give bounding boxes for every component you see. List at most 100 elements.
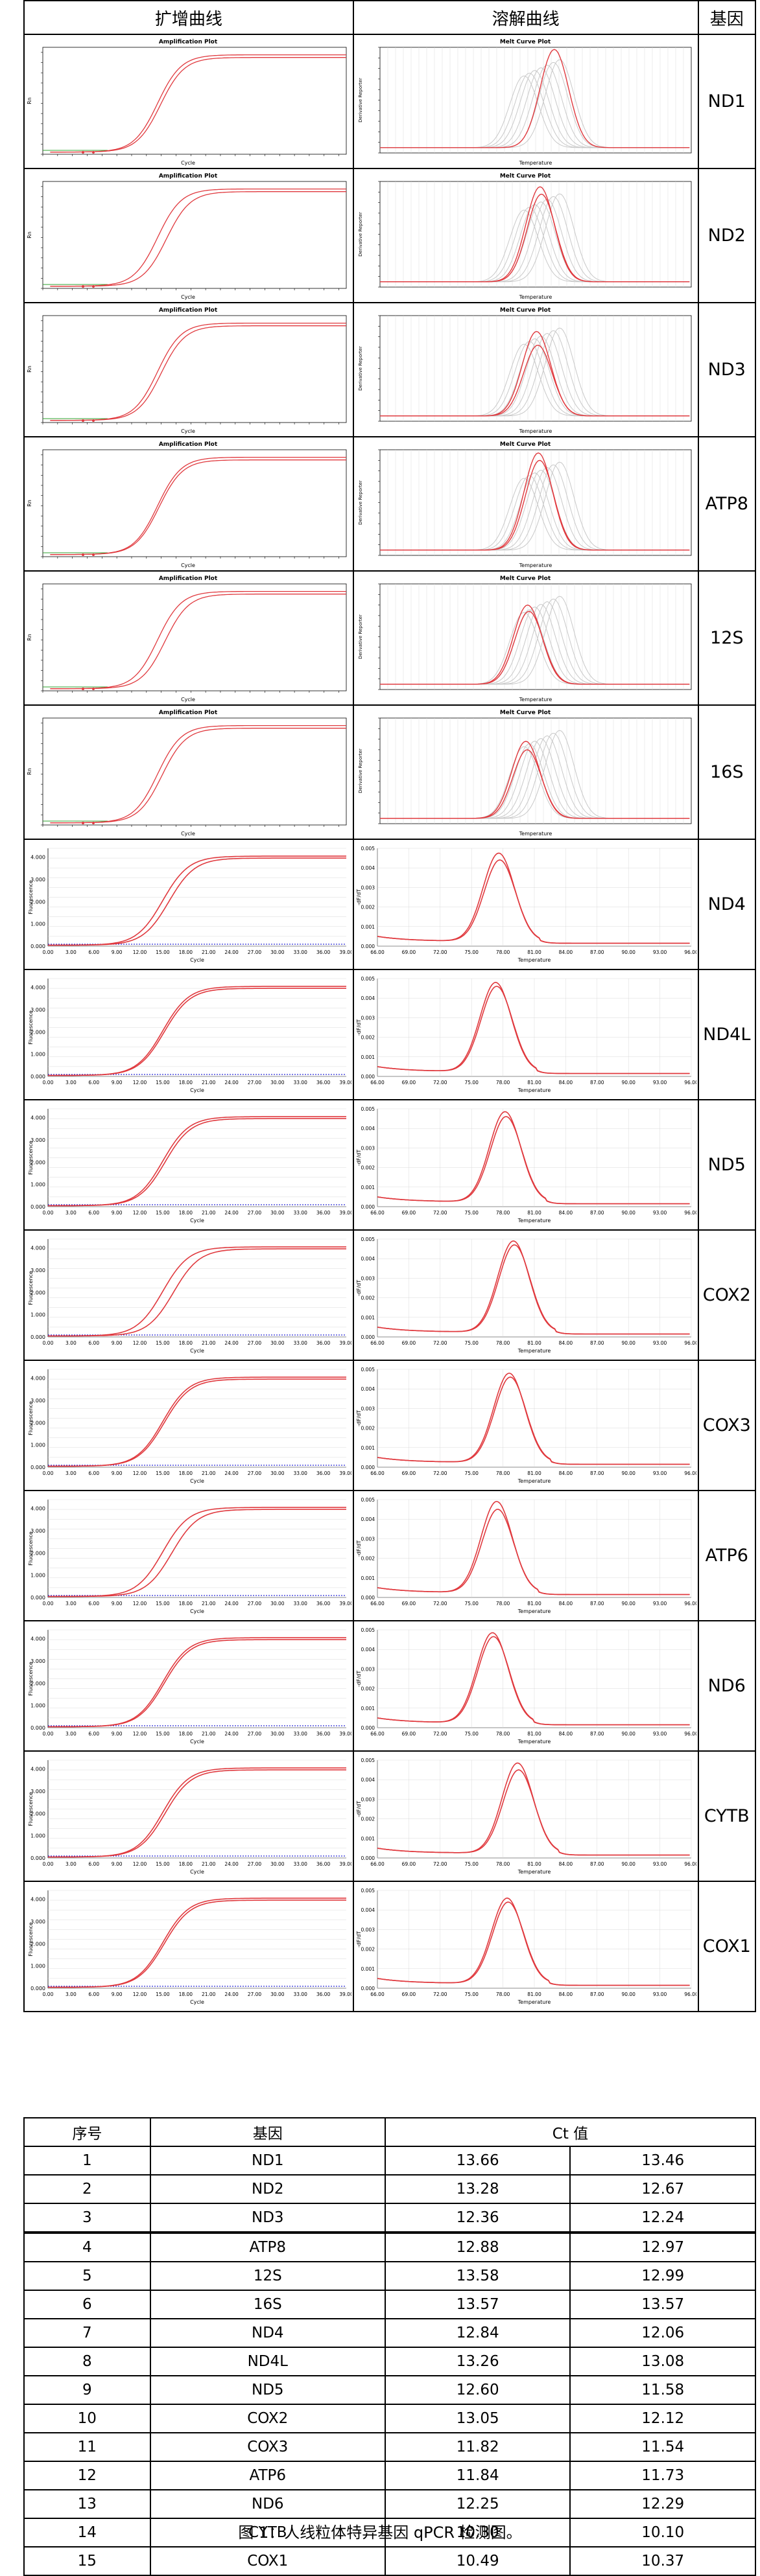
figure-caption: 图 1：人线粒体特异基因 qPCR 检测图。 — [238, 2524, 522, 2542]
x-axis-label: Temperature — [518, 160, 552, 166]
y-axis-label: Rn — [27, 97, 32, 104]
x-tick-label: 75.00 — [464, 1080, 479, 1085]
y-tick-label: 3.000 — [30, 1137, 45, 1143]
x-tick-label: 93.00 — [653, 1340, 667, 1346]
row-gene: ATP8 — [149, 2231, 386, 2262]
row-gene: CYTB — [149, 2518, 386, 2547]
curve-row: 0.000 1.000 2.000 3.000 4.000 0.00 3.00 6.00 9.0… — [23, 1360, 757, 1491]
amplification-cell: 0.000 1.000 2.000 3.000 4.000 0.00 3.00 6.00 9.0… — [23, 969, 354, 1100]
x-tick-label: 75.00 — [464, 1991, 479, 1997]
amplification-curve — [50, 188, 346, 287]
x-tick-label: 87.00 — [590, 1861, 604, 1867]
melt-cell: 0.000 0.001 0.002 0.003 0.004 0.005 66.00 69.00… — [352, 969, 699, 1100]
x-tick-label: 69.00 — [401, 1731, 416, 1737]
x-tick-label: 66.00 — [370, 1601, 385, 1607]
y-axis-label: Fluorescence — [28, 1922, 34, 1956]
melt-curve — [377, 1632, 690, 1726]
baseline-marker — [92, 822, 95, 824]
y-tick-label: 0.001 — [361, 1315, 375, 1321]
y-tick-label: 0.005 — [361, 1627, 375, 1633]
amplification-title: Amplification Plot — [159, 307, 218, 314]
melt-curve — [377, 1636, 690, 1726]
amplification-cell: 0.000 1.000 2.000 3.000 4.000 0.00 3.00 6.00 9.0… — [23, 1099, 354, 1231]
row-gene: ND3 — [149, 2203, 386, 2233]
y-tick-label: 0.004 — [361, 1256, 375, 1262]
x-tick-label: 78.00 — [496, 1470, 510, 1476]
y-tick-label: 4.000 — [30, 1115, 45, 1121]
y-tick-label: 0.000 — [361, 1725, 375, 1731]
x-tick-label: 21.00 — [202, 1210, 216, 1216]
y-tick-label: 0.002 — [361, 1035, 375, 1041]
melt-curve — [377, 982, 690, 1074]
amplification-curve — [50, 322, 346, 421]
melt-curve-plot: 0.000 0.001 0.002 0.003 0.004 0.005 66.00 69.00… — [356, 1497, 696, 1614]
gene-label: COX1 — [697, 1881, 757, 2012]
gene-label: ND3 — [697, 302, 757, 437]
x-axis-label: Temperature — [518, 428, 552, 434]
table-row: 1 ND1 13.66 13.46 — [23, 2146, 756, 2176]
melt-curve-plot: 0.000 0.001 0.002 0.003 0.004 0.005 66.00 69.00… — [356, 846, 696, 963]
y-tick-label: 0.000 — [361, 944, 375, 949]
y-axis-label: -dF/dT — [356, 1280, 362, 1296]
amplification-plot: Amplification Plot Cycle Rn — [27, 710, 347, 837]
amplification-curve — [48, 857, 346, 946]
gene-label: ND1 — [697, 34, 757, 169]
x-tick-label: 3.00 — [65, 1731, 77, 1737]
x-tick-label: 24.00 — [224, 949, 239, 955]
y-axis-label: -dF/dT — [356, 1150, 362, 1166]
amplification-plot: Amplification Plot Cycle Rn — [27, 39, 347, 166]
x-tick-label: 66.00 — [370, 1991, 385, 1997]
y-tick-label: 1.000 — [30, 1182, 45, 1188]
x-tick-label: 33.00 — [293, 1991, 307, 1997]
amplification-cell: 0.000 1.000 2.000 3.000 4.000 0.00 3.00 6.00 9.0… — [23, 839, 354, 970]
table-row: 14 CYTB 10.30 10.10 — [23, 2518, 756, 2547]
y-tick-label: 0.002 — [361, 1556, 375, 1562]
x-tick-label: 6.00 — [88, 1340, 99, 1346]
x-tick-label: 21.00 — [202, 1731, 216, 1737]
melt-title: Melt Curve Plot — [500, 710, 551, 716]
melt-curve — [379, 331, 690, 417]
x-tick-label: 75.00 — [464, 1470, 479, 1476]
row-gene: COX2 — [149, 2404, 386, 2433]
reference-melt-curve — [379, 336, 690, 417]
amplification-curve — [48, 1248, 346, 1337]
x-tick-label: 90.00 — [621, 1991, 635, 1997]
y-tick-label: 4.000 — [30, 1376, 45, 1382]
x-tick-label: 27.00 — [248, 1080, 262, 1085]
x-tick-label: 75.00 — [464, 949, 479, 955]
x-tick-label: 75.00 — [464, 1861, 479, 1867]
melt-cell: 0.000 0.001 0.002 0.003 0.004 0.005 66.00 69.00… — [352, 1490, 699, 1621]
amplification-cell: Amplification Plot Cycle Rn — [23, 570, 354, 706]
x-tick-label: 6.00 — [88, 1601, 99, 1607]
table-row: 10 COX2 13.05 12.12 — [23, 2404, 756, 2433]
x-tick-label: 27.00 — [248, 1731, 262, 1737]
y-tick-label: 0.004 — [361, 1386, 375, 1392]
table-row: 2 ND2 13.28 12.67 — [23, 2174, 756, 2204]
x-axis-label: Cycle — [181, 160, 195, 166]
amplification-plot: 0.000 1.000 2.000 3.000 4.000 0.00 3.00 6.00 9.0… — [28, 978, 351, 1093]
reference-melt-curve — [379, 741, 690, 819]
row-ct-value-2: 11.73 — [569, 2461, 756, 2490]
gene-label: CYTB — [697, 1750, 757, 1882]
gene-label: ND4L — [697, 969, 757, 1100]
melt-curve — [379, 459, 690, 551]
x-tick-label: 90.00 — [621, 1340, 635, 1346]
x-tick-label: 21.00 — [202, 1861, 216, 1867]
x-tick-label: 36.00 — [316, 949, 331, 955]
x-tick-label: 15.00 — [156, 949, 170, 955]
amplification-plot: Amplification Plot Cycle Rn — [27, 575, 347, 702]
gene-label: ND4 — [697, 839, 757, 970]
x-tick-label: 27.00 — [248, 949, 262, 955]
y-tick-label: 1.000 — [30, 1833, 45, 1839]
y-tick-label: 0.003 — [361, 1406, 375, 1411]
x-axis-label: Cycle — [181, 428, 195, 434]
y-tick-label: 0.002 — [361, 1426, 375, 1432]
row-ct-value-1: 12.84 — [384, 2318, 571, 2348]
x-tick-label: 66.00 — [370, 949, 385, 955]
x-tick-label: 9.00 — [112, 949, 123, 955]
amplification-plot: Amplification Plot Cycle Rn — [27, 307, 347, 434]
x-tick-label: 36.00 — [316, 1470, 331, 1476]
amplification-cell: Amplification Plot Cycle Rn — [23, 302, 354, 437]
x-tick-label: 36.00 — [316, 1340, 331, 1346]
row-ct-value-1: 12.25 — [384, 2489, 571, 2519]
